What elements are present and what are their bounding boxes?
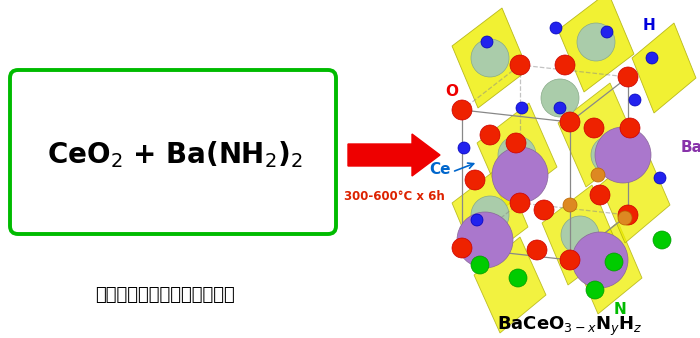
Polygon shape — [542, 185, 618, 285]
Circle shape — [527, 240, 547, 260]
Circle shape — [591, 136, 629, 174]
Text: H: H — [643, 18, 655, 32]
Polygon shape — [452, 165, 528, 265]
Circle shape — [560, 112, 580, 132]
Circle shape — [560, 250, 580, 270]
Text: 300-600°C x 6h: 300-600°C x 6h — [344, 190, 444, 202]
Circle shape — [584, 118, 604, 138]
Circle shape — [601, 26, 613, 38]
Circle shape — [605, 253, 623, 271]
Polygon shape — [474, 237, 546, 333]
Text: Ce: Ce — [429, 163, 451, 177]
Text: Ba: Ba — [681, 141, 700, 155]
Polygon shape — [600, 147, 670, 243]
Circle shape — [629, 94, 641, 106]
Polygon shape — [632, 23, 696, 113]
Circle shape — [471, 39, 509, 77]
Circle shape — [563, 198, 577, 212]
Polygon shape — [558, 0, 634, 92]
Circle shape — [458, 142, 470, 154]
Circle shape — [498, 136, 536, 174]
Circle shape — [577, 23, 615, 61]
Circle shape — [534, 200, 554, 220]
Circle shape — [516, 102, 528, 114]
Circle shape — [452, 100, 472, 120]
Circle shape — [471, 214, 483, 226]
Circle shape — [572, 232, 628, 288]
Circle shape — [506, 133, 526, 153]
Circle shape — [471, 196, 509, 234]
FancyArrow shape — [348, 134, 440, 176]
Circle shape — [595, 127, 651, 183]
Circle shape — [481, 36, 493, 48]
Polygon shape — [477, 103, 557, 207]
Circle shape — [550, 22, 562, 34]
Circle shape — [555, 55, 575, 75]
Circle shape — [471, 256, 489, 274]
Circle shape — [590, 185, 610, 205]
Circle shape — [620, 118, 640, 138]
Text: N: N — [614, 303, 626, 317]
Circle shape — [510, 55, 530, 75]
Circle shape — [618, 205, 638, 225]
Circle shape — [654, 172, 666, 184]
Circle shape — [653, 231, 671, 249]
Polygon shape — [452, 8, 528, 108]
Circle shape — [646, 52, 658, 64]
Circle shape — [509, 269, 527, 287]
Circle shape — [510, 193, 530, 213]
Polygon shape — [558, 83, 638, 187]
Text: O: O — [445, 84, 458, 99]
Polygon shape — [574, 222, 642, 314]
Circle shape — [618, 211, 632, 225]
Text: 比原来更简单的低温合成工艺: 比原来更简单的低温合成工艺 — [95, 286, 235, 304]
Circle shape — [492, 147, 548, 203]
Circle shape — [541, 79, 579, 117]
Circle shape — [586, 281, 604, 299]
FancyBboxPatch shape — [10, 70, 336, 234]
Circle shape — [457, 212, 513, 268]
Circle shape — [618, 67, 638, 87]
Circle shape — [452, 238, 472, 258]
Circle shape — [561, 216, 599, 254]
Circle shape — [465, 170, 485, 190]
Circle shape — [480, 125, 500, 145]
Circle shape — [554, 102, 566, 114]
Text: CeO$_2$ + Ba(NH$_2$)$_2$: CeO$_2$ + Ba(NH$_2$)$_2$ — [47, 140, 303, 170]
Text: BaCeO$_{3-x}$N$_y$H$_z$: BaCeO$_{3-x}$N$_y$H$_z$ — [497, 314, 643, 338]
Circle shape — [591, 168, 605, 182]
